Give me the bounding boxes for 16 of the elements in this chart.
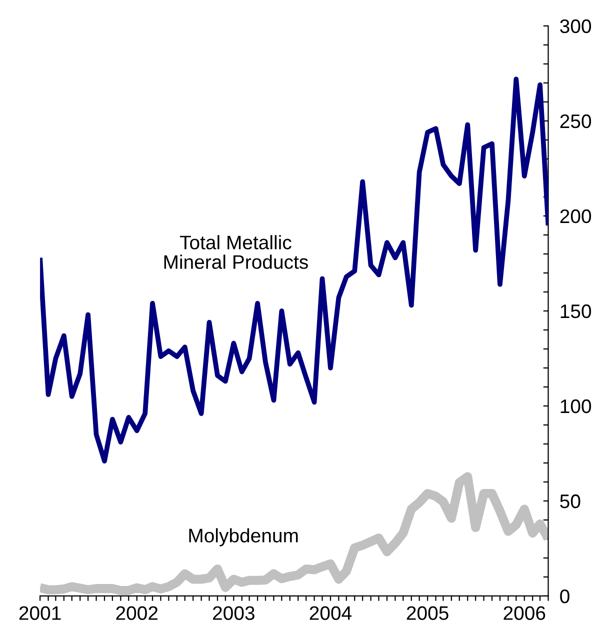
y-tick-label: 200 (560, 209, 592, 224)
y-tick-label: 0 (560, 589, 570, 604)
y-tick-label: 250 (560, 114, 592, 128)
x-tick-label: 2001 (19, 606, 61, 620)
line-series (40, 76, 548, 464)
y-tick-label: 150 (560, 304, 592, 318)
x-tick-label: 2005 (406, 606, 448, 620)
x-tick-label: 2003 (213, 606, 254, 620)
y-tick-label: 100 (560, 399, 592, 414)
y-tick-label: 300 (560, 19, 592, 34)
x-tick-label: 2006 (504, 606, 546, 620)
series-label: Molybdenum (189, 528, 298, 546)
x-tick-label: 2002 (116, 606, 158, 620)
x-tick-label: 2004 (310, 606, 352, 620)
y-tick-label: 50 (560, 494, 580, 508)
series-label: Total Metallic Mineral Products (164, 235, 308, 269)
